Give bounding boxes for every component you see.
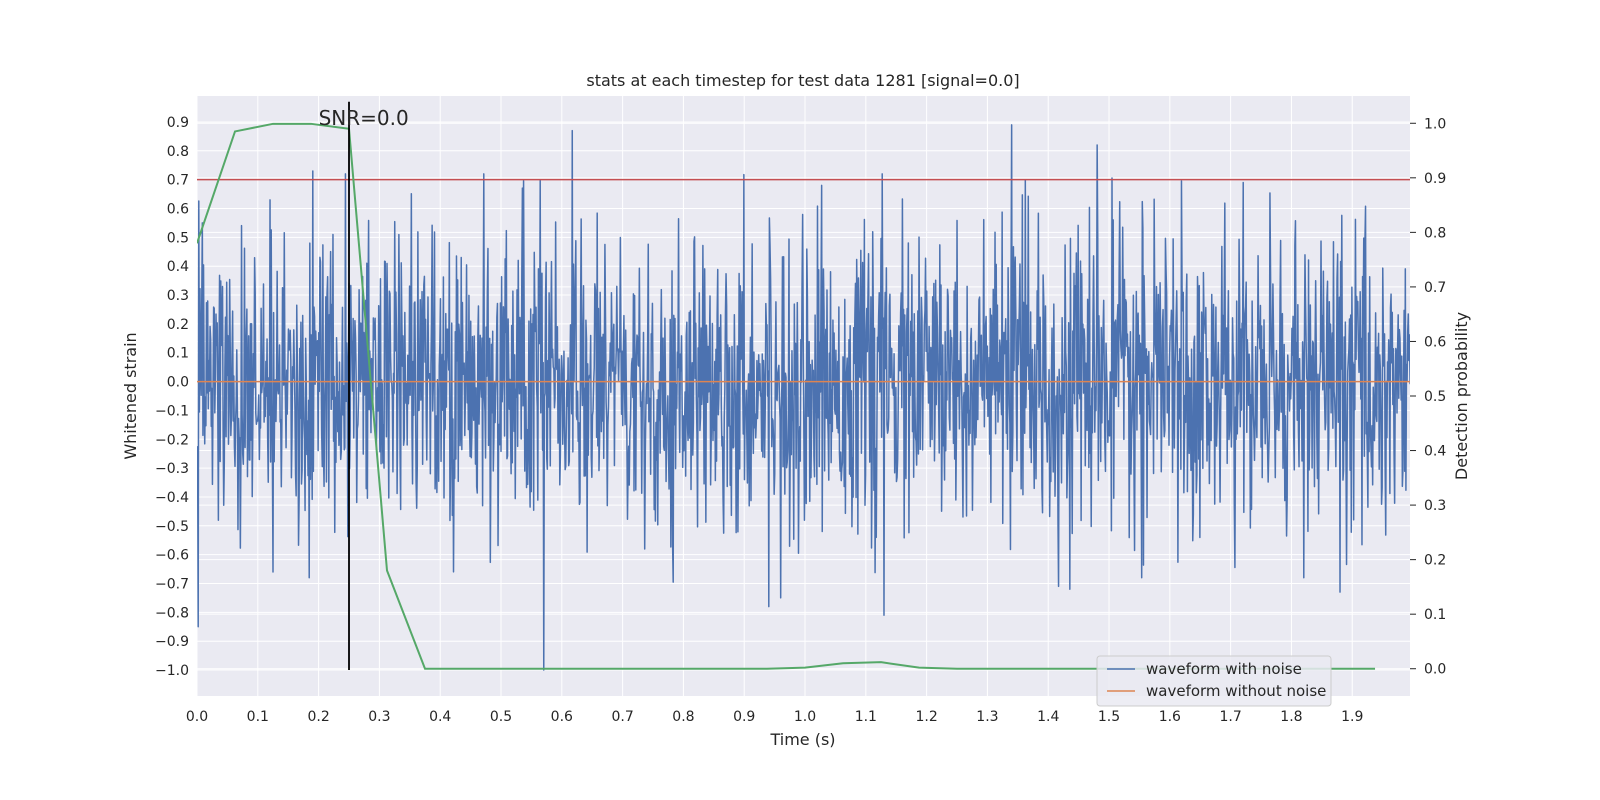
y-tick-label: 0.0	[167, 375, 189, 391]
x-tick-label: 0.9	[733, 709, 755, 725]
y2-tick-label: 0.8	[1424, 225, 1446, 241]
y2-tick-label: 0.0	[1424, 662, 1446, 678]
y-tick-label: −0.4	[155, 490, 189, 506]
x-tick-label: 1.2	[915, 709, 937, 725]
y-tick-label: 0.2	[167, 317, 189, 333]
legend-label-clean: waveform without noise	[1146, 682, 1326, 700]
y-tick-label: 0.1	[167, 346, 189, 362]
y-tick-label: 0.5	[167, 230, 189, 246]
y-tick-label: −0.7	[155, 577, 189, 593]
y2-tick-label: 0.5	[1424, 389, 1446, 405]
x-tick-label: 0.3	[368, 709, 390, 725]
x-tick-label: 1.7	[1220, 709, 1242, 725]
y-tick-label: −0.9	[155, 634, 189, 650]
x-tick-label: 0.0	[186, 709, 208, 725]
x-tick-label: 1.5	[1098, 709, 1120, 725]
x-tick-label: 0.4	[429, 709, 451, 725]
y2-tick-label: 0.1	[1424, 607, 1446, 623]
x-axis-title: Time (s)	[769, 730, 835, 749]
y-tick-label: 0.4	[167, 259, 189, 275]
x-tick-label: 1.1	[855, 709, 877, 725]
x-tick-label: 0.8	[672, 709, 694, 725]
x-tick-label: 0.2	[307, 709, 329, 725]
y2-tick-label: 0.6	[1424, 334, 1446, 350]
y2-tick-label: 0.2	[1424, 553, 1446, 569]
y2-tick-label: 0.9	[1424, 171, 1446, 187]
y-axis-title: Whitened strain	[121, 332, 140, 459]
snr-annotation: SNR=0.0	[319, 106, 409, 130]
x-tick-label: 0.7	[611, 709, 633, 725]
y-tick-label: −0.6	[155, 548, 189, 564]
y-tick-label: 0.6	[167, 202, 189, 218]
y2-tick-label: 1.0	[1424, 116, 1446, 132]
legend: waveform with noise waveform without noi…	[1096, 655, 1332, 707]
plot-clip-group	[197, 122, 1410, 671]
legend-box	[1096, 655, 1332, 707]
y-tick-label: 0.9	[167, 115, 189, 131]
x-tick-label: 0.6	[551, 709, 573, 725]
x-tick-label: 1.9	[1341, 709, 1363, 725]
series-waveform-with-noise	[197, 124, 1410, 671]
y-tick-label: −0.2	[155, 432, 189, 448]
x-tick-label: 1.3	[976, 709, 998, 725]
y2-tick-label: 0.3	[1424, 498, 1446, 514]
axes: 0.0 0.1 0.2 0.3 0.4 0.5 0.6 0.7 0.8 0.9 1.0 1.1 1.2 1…	[155, 115, 1446, 725]
legend-label-noise: waveform with noise	[1146, 660, 1302, 678]
y2-tick-label: 0.4	[1424, 444, 1446, 460]
y-tick-label: 0.7	[167, 173, 189, 189]
x-tick-label: 1.4	[1037, 709, 1059, 725]
x-tick-label: 1.8	[1280, 709, 1302, 725]
y-tick-label: 0.3	[167, 288, 189, 304]
x-tick-label: 0.5	[490, 709, 512, 725]
x-tick-label: 1.0	[794, 709, 816, 725]
y-tick-label: −0.5	[155, 519, 189, 535]
y-tick-label: −0.8	[155, 605, 189, 621]
y-tick-label: −0.3	[155, 461, 189, 477]
y-tick-label: 0.8	[167, 144, 189, 160]
y-tick-label: −0.1	[155, 403, 189, 419]
data-layer	[197, 101, 1410, 671]
y-tick-label: −1.0	[155, 663, 189, 679]
chart-title: stats at each timestep for test data 128…	[586, 71, 1019, 90]
x-tick-label: 1.6	[1159, 709, 1181, 725]
x-tick-label: 0.1	[247, 709, 269, 725]
y2-tick-label: 0.7	[1424, 280, 1446, 296]
y2-axis-title: Detection probability	[1452, 312, 1471, 480]
